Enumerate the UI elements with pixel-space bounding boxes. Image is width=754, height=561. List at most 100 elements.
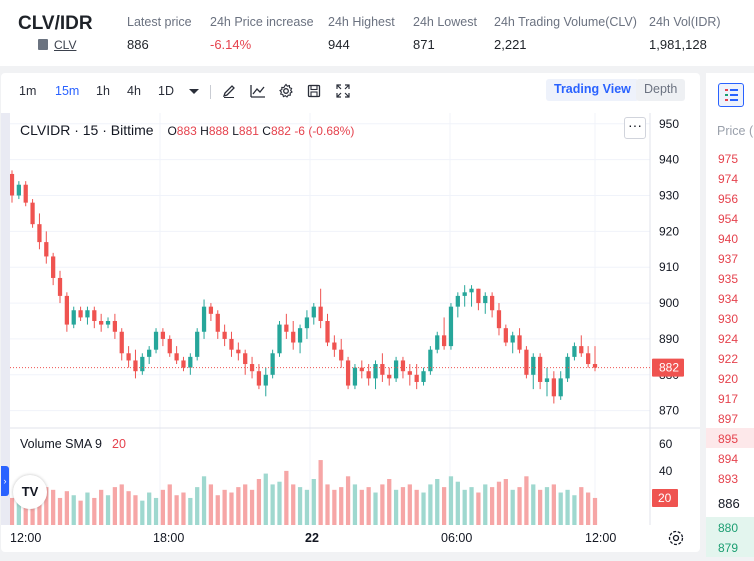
- volume-bar: [71, 495, 76, 525]
- ask-price-row[interactable]: 924: [718, 332, 739, 346]
- candle-body: [544, 378, 550, 382]
- candle-body: [551, 378, 556, 397]
- ask-price-row[interactable]: 974: [718, 172, 739, 186]
- stat-label: 24h Lowest: [413, 15, 477, 29]
- candle-body: [462, 292, 467, 296]
- pen-icon[interactable]: [221, 83, 237, 99]
- chart-canvas[interactable]: 950940930920910900890880870604088220: [9, 113, 700, 533]
- interval-15m[interactable]: 15m: [55, 84, 80, 98]
- ask-price-row[interactable]: 930: [718, 312, 739, 326]
- volume-bar: [544, 487, 550, 525]
- candle-body: [428, 349, 433, 372]
- ask-price-row[interactable]: 922: [718, 352, 739, 366]
- candle-body: [517, 335, 522, 350]
- ask-price-row[interactable]: 937: [718, 252, 739, 266]
- legend-ohlc: O883 H888 L881 C882 -6 (-0.68%): [167, 124, 354, 138]
- volume-bar: [37, 495, 42, 525]
- price-tick: 930: [659, 188, 679, 202]
- ask-price-row[interactable]: 940: [718, 232, 739, 246]
- ask-price-row[interactable]: 917: [718, 392, 739, 406]
- candle-body: [586, 353, 591, 365]
- volume-bar: [359, 489, 364, 525]
- interval-1m[interactable]: 1m: [19, 84, 37, 98]
- volume-bar: [366, 487, 371, 525]
- chart-legend: CLVIDR · 15 · Bittime O883 H888 L881 C88…: [20, 122, 354, 138]
- book-mid-price: 886: [718, 496, 740, 511]
- volume-bar: [78, 500, 83, 525]
- bid-price-row[interactable]: 879: [718, 541, 739, 555]
- ask-price-row[interactable]: 934: [718, 292, 739, 306]
- last-price-label: 882: [659, 361, 679, 375]
- candlestick-chart[interactable]: 950940930920910900890880870604088220 CLV…: [9, 113, 700, 533]
- candle-body: [352, 367, 358, 386]
- candle-body: [448, 306, 454, 347]
- candle-body: [249, 364, 255, 372]
- volume-bar: [236, 487, 241, 525]
- ask-price-row[interactable]: 956: [718, 192, 739, 206]
- volume-bar: [291, 484, 296, 525]
- chart-card: 1m 15m 1h 4h 1D Trading View Depth 950 94…: [1, 73, 700, 552]
- volume-bar: [284, 470, 289, 525]
- interval-1d[interactable]: 1D: [158, 84, 174, 98]
- volume-bar: [167, 484, 172, 525]
- volume-bar: [352, 484, 358, 525]
- ask-price-row[interactable]: 897: [718, 412, 739, 426]
- volume-bar: [476, 492, 481, 525]
- volume-bar: [222, 489, 227, 525]
- candle-body: [215, 313, 220, 332]
- interval-4h[interactable]: 4h: [127, 84, 141, 98]
- settings-icon[interactable]: [667, 529, 685, 547]
- candle-body: [407, 371, 412, 375]
- volume-bar: [483, 484, 488, 525]
- volume-bar: [181, 492, 186, 525]
- last-price-badge: [652, 358, 684, 377]
- volume-bar: [586, 492, 591, 525]
- pair-link[interactable]: CLV: [38, 38, 76, 52]
- volume-bar: [140, 500, 145, 525]
- candle-body: [469, 288, 474, 293]
- candle-body: [311, 306, 316, 318]
- volume-bar: [462, 489, 467, 525]
- ask-price-row[interactable]: 975: [718, 152, 739, 166]
- candle-body: [57, 277, 63, 296]
- legend-high-key: H: [200, 124, 209, 138]
- book-layout-button[interactable]: [718, 83, 744, 107]
- fullscreen-icon[interactable]: [335, 83, 351, 99]
- chevron-down-icon[interactable]: [186, 83, 202, 99]
- candle-body: [503, 328, 508, 343]
- candle-body: [489, 295, 495, 311]
- volume-bar: [538, 489, 543, 525]
- candle-body: [304, 317, 310, 329]
- save-icon[interactable]: [306, 83, 322, 99]
- ask-price-row[interactable]: 920: [718, 372, 739, 386]
- ask-price-row[interactable]: 893: [718, 472, 739, 486]
- volume-bar: [119, 484, 124, 525]
- candle-body: [496, 310, 502, 329]
- candle-body: [366, 371, 371, 379]
- tradingview-logo[interactable]: TV: [13, 475, 47, 509]
- legend-close: 882: [270, 124, 291, 138]
- candle-body: [44, 242, 49, 257]
- ask-price-row[interactable]: 954: [718, 212, 739, 226]
- price-tick: 920: [659, 224, 679, 238]
- candle-body: [140, 356, 145, 372]
- candle-body: [359, 367, 364, 372]
- toolbar-divider: [210, 85, 211, 99]
- depth-button[interactable]: Depth: [636, 79, 686, 101]
- bid-price-row[interactable]: 880: [718, 521, 739, 535]
- gear-icon[interactable]: [278, 83, 294, 99]
- ask-price-row[interactable]: 895: [718, 432, 739, 446]
- candle-body: [92, 310, 97, 321]
- more-options-button[interactable]: ···: [624, 117, 646, 139]
- ask-price-row[interactable]: 935: [718, 272, 739, 286]
- ask-price-row[interactable]: 894: [718, 452, 739, 466]
- volume-bar: [215, 495, 220, 525]
- expand-toolbar-button[interactable]: ›: [1, 466, 9, 496]
- interval-1h[interactable]: 1h: [96, 84, 110, 98]
- trading-view-button[interactable]: Trading View: [546, 79, 639, 101]
- candle-body: [153, 331, 159, 350]
- volume-bar: [51, 489, 56, 525]
- candle-body: [339, 349, 344, 361]
- price-tick: 940: [659, 153, 679, 167]
- indicator-icon[interactable]: [250, 83, 266, 99]
